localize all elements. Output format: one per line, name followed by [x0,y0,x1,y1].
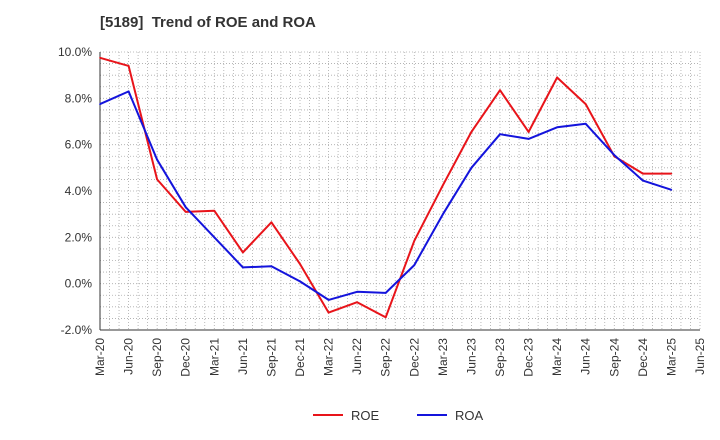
y-tick-label: 0.0% [65,277,93,291]
x-tick-label: Dec-22 [407,338,421,377]
y-tick-label: 2.0% [65,230,93,244]
series-roe [99,56,673,319]
data-point-roa [556,126,558,129]
data-point-roa [127,90,130,93]
x-tick-label: Dec-20 [179,338,193,377]
x-tick-label: Sep-23 [493,338,507,377]
data-point-roa [499,133,501,136]
x-tick-label: Jun-22 [350,338,364,375]
x-tick-label: Sep-22 [379,338,393,377]
data-point-roe [670,172,673,175]
data-point-roe [270,221,273,224]
data-point-roe [584,103,587,105]
x-tick-label: Dec-21 [293,338,307,377]
data-point-roe [127,65,130,67]
x-tick-label: Jun-23 [464,338,478,375]
data-point-roe [442,184,444,187]
y-tick-label: 10.0% [58,45,92,59]
data-point-roa [242,266,244,269]
data-point-roa [184,206,187,209]
x-tick-label: Mar-24 [550,338,564,376]
chart-title: [5189] Trend of ROE and ROA [100,14,316,31]
y-tick-label: 6.0% [65,138,93,152]
x-tick-label: Mar-21 [207,338,221,376]
data-point-roe [213,209,216,212]
x-tick-label: Mar-23 [436,338,450,376]
data-point-roe [413,240,416,242]
data-point-roa [327,299,330,301]
data-point-roa [470,167,473,169]
x-tick-label: Jun-21 [236,338,250,375]
data-point-roe [327,311,330,314]
data-point-roe [384,316,387,319]
data-point-roa [613,154,616,156]
data-point-roa [670,189,673,191]
data-point-roa [213,236,216,239]
data-point-roe [184,211,187,213]
data-point-roa [413,264,416,266]
data-point-roe [299,263,301,265]
data-point-roe [499,89,501,92]
x-tick-label: Jun-25 [693,338,707,375]
x-tick-label: Dec-24 [636,338,650,377]
data-point-roe [556,76,558,79]
data-point-roa [356,290,358,293]
data-point-roa [299,280,301,283]
data-point-roa [642,179,644,182]
data-point-roe [470,131,473,133]
y-tick-label: 4.0% [65,184,93,198]
x-tick-label: Sep-20 [150,338,164,377]
x-tick-label: Sep-24 [607,338,621,377]
data-point-roe [642,172,644,175]
data-point-roe [527,131,530,133]
x-tick-label: Mar-25 [664,338,678,376]
data-point-roa [584,123,587,125]
x-tick-label: Mar-20 [93,338,107,376]
x-tick-label: Jun-20 [122,338,136,375]
x-tick-label: Dec-23 [522,338,536,377]
data-point-roa [156,158,158,161]
x-tick-label: Jun-24 [579,338,593,375]
legend-label-roe: ROE [351,408,380,423]
series-roa [99,90,673,301]
x-tick-label: Mar-22 [322,338,336,376]
y-tick-label: 8.0% [65,91,93,105]
legend-label-roa: ROA [455,408,484,423]
data-point-roe [242,251,244,254]
y-tick-label: -2.0% [61,323,93,337]
data-point-roe [356,301,358,304]
data-point-roa [270,265,273,268]
data-point-roa [527,138,530,140]
data-point-roe [156,178,158,181]
x-tick-label: Sep-21 [264,338,278,377]
data-point-roa [442,213,444,215]
data-point-roa [384,292,387,294]
data-point-roa [99,103,101,105]
data-point-roe [99,56,101,59]
